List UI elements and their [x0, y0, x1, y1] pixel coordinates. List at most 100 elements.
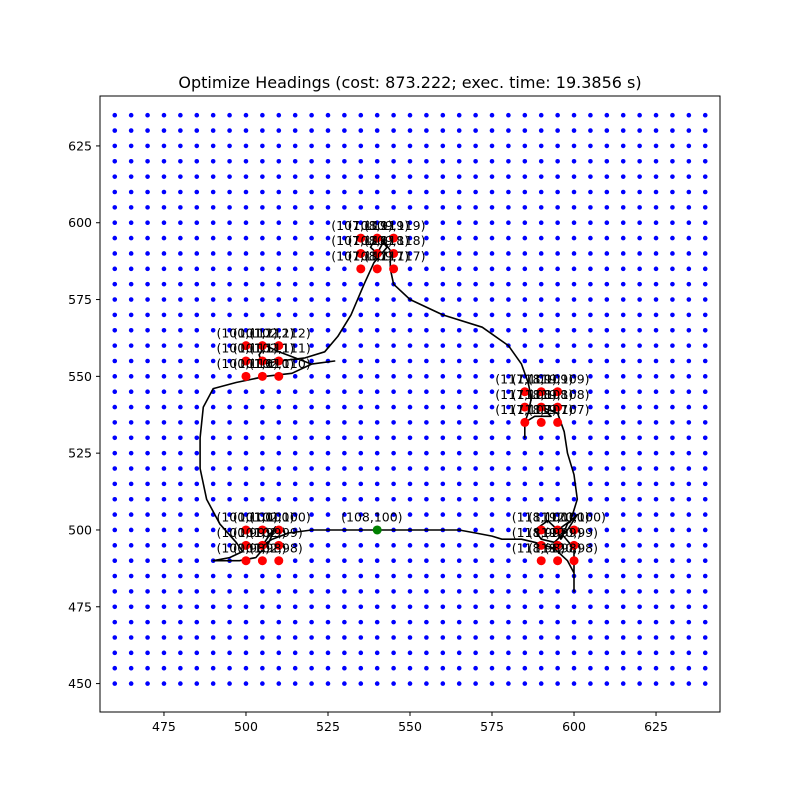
point-label: (101,112)	[233, 325, 294, 340]
grid-point	[292, 543, 298, 548]
grid-point	[145, 327, 150, 333]
grid-point	[473, 251, 478, 256]
grid-point	[670, 220, 675, 226]
y-tick-label: 450	[68, 676, 92, 691]
grid-point	[653, 235, 659, 241]
grid-point	[292, 558, 298, 563]
grid-point	[112, 235, 118, 241]
grid-point	[588, 527, 593, 533]
grid-point	[391, 573, 396, 579]
grid-point	[374, 143, 380, 149]
grid-point	[653, 665, 659, 671]
grid-point	[407, 635, 413, 640]
grid-point	[342, 112, 347, 118]
target-points-layer	[241, 233, 579, 566]
grid-point	[571, 343, 577, 348]
grid-point	[194, 543, 200, 548]
grid-point	[538, 143, 544, 149]
grid-point	[424, 404, 429, 410]
grid-point	[653, 220, 659, 226]
grid-point	[702, 558, 708, 563]
start-point-label: (108,100)	[341, 510, 402, 525]
grid-point	[440, 650, 446, 656]
grid-point	[456, 235, 462, 241]
grid-point	[128, 251, 134, 256]
grid-point	[440, 681, 446, 686]
grid-point	[653, 543, 659, 548]
grid-point	[620, 343, 626, 348]
grid-point	[555, 220, 560, 226]
grid-point	[128, 327, 134, 333]
grid-point	[128, 158, 134, 164]
grid-point	[161, 404, 167, 410]
grid-point	[325, 665, 331, 671]
grid-point	[407, 650, 413, 656]
grid-point	[145, 389, 150, 395]
grid-point	[489, 251, 495, 256]
grid-point	[391, 604, 396, 610]
grid-point	[128, 619, 134, 625]
grid-point	[145, 543, 150, 548]
grid-point	[210, 650, 216, 656]
grid-point	[702, 404, 708, 410]
grid-point	[670, 404, 675, 410]
grid-point	[538, 573, 544, 579]
grid-point	[292, 619, 298, 625]
grid-point	[506, 558, 511, 563]
grid-point	[358, 450, 364, 456]
grid-point	[686, 220, 692, 226]
grid-point	[473, 573, 478, 579]
grid-point	[292, 496, 298, 502]
grid-point	[227, 635, 232, 640]
grid-point	[670, 450, 675, 456]
grid-point	[309, 558, 314, 563]
grid-point	[456, 297, 462, 302]
grid-point	[309, 496, 314, 502]
grid-point	[342, 420, 347, 425]
grid-point	[358, 481, 364, 487]
grid-point	[309, 205, 314, 210]
point-label: (118,108)	[512, 387, 573, 402]
grid-point	[391, 450, 396, 456]
grid-point	[555, 143, 560, 149]
grid-point	[178, 496, 183, 502]
grid-point	[374, 297, 380, 302]
grid-point	[653, 404, 659, 410]
grid-point	[342, 358, 347, 364]
grid-point	[702, 251, 708, 256]
grid-point	[506, 512, 511, 517]
grid-point	[522, 312, 528, 318]
grid-point	[588, 543, 593, 548]
grid-point	[588, 266, 593, 272]
grid-point	[374, 205, 380, 210]
grid-point	[161, 266, 167, 272]
grid-point	[440, 481, 446, 487]
grid-point	[424, 266, 429, 272]
grid-point	[145, 604, 150, 610]
target-point	[356, 248, 366, 258]
grid-point	[702, 343, 708, 348]
grid-point	[702, 650, 708, 656]
grid-point	[276, 251, 282, 256]
grid-point	[112, 496, 118, 502]
grid-point	[292, 128, 298, 133]
grid-point	[161, 343, 167, 348]
y-tick-label: 525	[68, 446, 92, 461]
grid-point	[112, 220, 118, 226]
grid-point	[145, 266, 150, 272]
grid-point	[653, 512, 659, 517]
grid-point	[194, 466, 200, 471]
grid-point	[342, 251, 347, 256]
grid-point	[194, 389, 200, 395]
grid-point	[112, 297, 118, 302]
grid-point	[407, 619, 413, 625]
grid-point	[243, 189, 249, 195]
grid-point	[260, 496, 265, 502]
grid-point	[637, 189, 642, 195]
target-point	[274, 525, 284, 535]
grid-point	[128, 220, 134, 226]
point-label: (119,107)	[528, 402, 589, 417]
grid-point	[538, 450, 544, 456]
grid-point	[391, 112, 396, 118]
grid-point	[309, 589, 314, 594]
